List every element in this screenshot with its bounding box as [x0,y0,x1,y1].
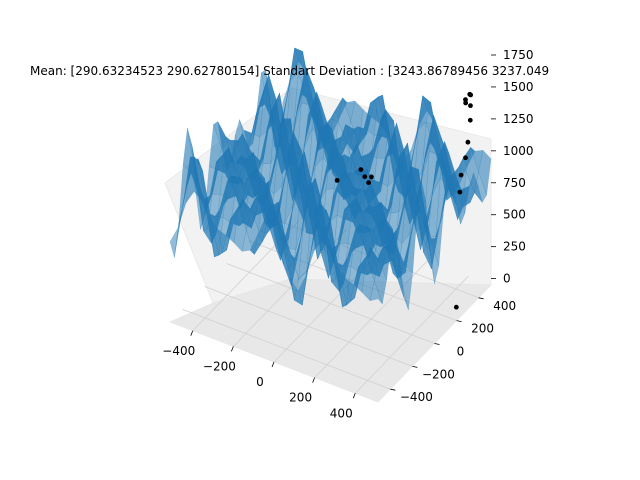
surface-patch [395,273,409,310]
grid-line [314,260,428,378]
scatter-point [362,174,368,180]
scatter-points [334,91,474,310]
surface-patch [478,149,492,196]
z-tick-label: 500 [503,208,526,222]
surface-patch [430,214,444,266]
x-tick-label: 200 [289,391,312,405]
z-tick-label: 1500 [503,80,534,94]
surface-plot [169,47,492,310]
z-tick-label: 250 [503,240,526,254]
surface-patch [452,176,466,225]
surface-patch [378,243,392,280]
surface-patch [426,227,440,284]
scatter-point [358,167,364,172]
scatter-point [458,172,464,178]
surface-patch [281,244,295,301]
surface-patch [404,212,418,273]
surface-patch [400,264,413,310]
surface-patch [465,172,479,204]
scatter-point [468,103,473,109]
surface-patch [289,277,303,306]
z-tick-label: 750 [503,176,526,190]
x-axis: −400 −200 0 200 400 [162,330,356,420]
scatter-point [465,139,471,145]
z-tick-label: 1000 [503,144,534,158]
scatter-point [467,117,473,123]
y-tick-mark [390,388,396,391]
scatter-point [369,174,374,180]
x-tick-mark [231,346,234,352]
surface-patch [374,259,387,305]
y-tick-label: 400 [493,299,516,313]
scatter-point [334,177,340,183]
surface-patch [417,200,431,253]
z-axis: 0 250 500 750 1000 1250 1500 1750 [491,48,534,286]
y-tick-label: 200 [471,322,494,336]
grid-line [354,275,469,394]
scatter-point [463,100,469,106]
y-tick-mark [434,343,440,345]
x-tick-mark [271,361,275,368]
surface-patch [474,171,487,203]
scatter-point [457,189,463,195]
grid-line [226,263,435,344]
x-tick-label: −400 [162,344,195,358]
surface-patch [391,257,405,299]
y-tick-label: −200 [422,367,455,381]
y-tick-mark [412,365,418,368]
x-tick-mark [312,377,315,383]
scatter-point [453,304,459,310]
x-tick-label: −200 [203,359,236,373]
surface-patch [456,178,470,214]
scatter-point [366,180,372,186]
x-tick-mark [352,393,356,399]
z-tick-label: 0 [503,272,511,286]
scatter-point [468,92,474,98]
x-tick-mark [190,330,194,336]
y-tick-label: −400 [400,390,433,404]
y-tick-mark [478,297,484,300]
chart-title: Mean: [290.63234523 290.62780154] Standa… [30,64,550,78]
surface-patch [273,201,287,247]
x-tick-label: 400 [330,406,353,420]
z-tick-label: 1750 [503,48,534,62]
y-tick-mark [456,320,462,323]
surface-patch [369,280,383,305]
z-tick-label: 1250 [503,112,534,126]
y-tick-label: 0 [457,345,465,359]
x-tick-label: 0 [256,375,264,389]
scatter-point [463,155,468,161]
